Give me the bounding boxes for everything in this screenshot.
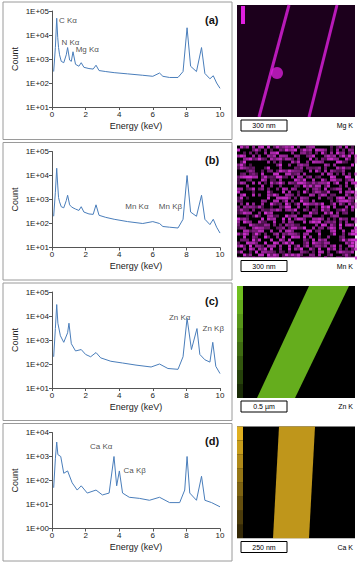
svg-text:0: 0	[50, 250, 55, 259]
svg-text:1E+01: 1E+01	[26, 103, 50, 112]
svg-text:6: 6	[151, 391, 156, 400]
svg-text:Count: Count	[10, 187, 20, 212]
svg-text:8: 8	[184, 531, 189, 540]
svg-text:1E+02: 1E+02	[26, 360, 50, 369]
svg-text:1E+03: 1E+03	[26, 195, 50, 204]
svg-text:1E+03: 1E+03	[26, 336, 50, 345]
svg-text:Energy (keV): Energy (keV)	[110, 121, 163, 131]
svg-text:6: 6	[151, 110, 156, 119]
svg-text:C Kα: C Kα	[59, 16, 77, 25]
svg-text:1E+03: 1E+03	[26, 452, 50, 461]
svg-text:1E+04: 1E+04	[26, 171, 50, 180]
svg-text:1E+05: 1E+05	[26, 7, 50, 16]
svg-text:2: 2	[83, 250, 88, 259]
svg-text:Ca Kβ: Ca Kβ	[124, 466, 147, 475]
svg-text:1E+05: 1E+05	[26, 288, 50, 297]
svg-text:1E+02: 1E+02	[26, 79, 50, 88]
svg-text:1E+00: 1E+00	[26, 524, 50, 533]
svg-text:1E+05: 1E+05	[26, 147, 50, 156]
svg-text:Mn Kβ: Mn Kβ	[159, 202, 183, 211]
svg-text:4: 4	[117, 250, 122, 259]
svg-text:Ca K: Ca K	[337, 544, 353, 551]
svg-text:Count: Count	[10, 468, 20, 493]
svg-text:0: 0	[50, 531, 55, 540]
svg-text:Ca Kα: Ca Kα	[90, 442, 113, 451]
svg-text:N Kα: N Kα	[61, 37, 80, 47]
svg-text:8: 8	[184, 110, 189, 119]
svg-text:10: 10	[216, 110, 225, 119]
svg-text:Zn Kβ: Zn Kβ	[203, 324, 225, 333]
svg-text:Zn Kα: Zn Kα	[168, 312, 191, 322]
svg-text:1E+01: 1E+01	[26, 500, 50, 509]
svg-text:Zn K: Zn K	[338, 403, 353, 410]
svg-text:1E+04: 1E+04	[26, 428, 50, 437]
svg-text:1E+01: 1E+01	[26, 243, 50, 252]
svg-text:1E+02: 1E+02	[26, 219, 50, 228]
svg-text:Count: Count	[10, 328, 20, 353]
svg-text:10: 10	[216, 531, 225, 540]
svg-text:1E+04: 1E+04	[26, 31, 50, 40]
svg-text:(d): (d)	[205, 435, 219, 447]
svg-text:1E+01: 1E+01	[26, 384, 50, 393]
svg-text:300 nm: 300 nm	[252, 263, 276, 270]
svg-text:250 nm: 250 nm	[252, 544, 276, 551]
svg-text:(a): (a)	[205, 14, 219, 26]
svg-text:0.5 µm: 0.5 µm	[253, 403, 275, 411]
svg-text:0: 0	[50, 391, 55, 400]
svg-text:4: 4	[117, 391, 122, 400]
svg-text:1E+02: 1E+02	[26, 476, 50, 485]
svg-text:2: 2	[83, 531, 88, 540]
svg-text:2: 2	[83, 110, 88, 119]
svg-text:1E+04: 1E+04	[26, 312, 50, 321]
svg-text:4: 4	[117, 110, 122, 119]
svg-text:Mg Kα: Mg Kα	[76, 45, 100, 54]
svg-text:Energy (keV): Energy (keV)	[110, 261, 163, 271]
svg-text:Mg K: Mg K	[337, 122, 354, 130]
svg-text:Energy (keV): Energy (keV)	[110, 542, 163, 552]
svg-text:4: 4	[117, 531, 122, 540]
svg-text:Count: Count	[10, 47, 20, 72]
svg-text:6: 6	[151, 250, 156, 259]
svg-text:10: 10	[216, 391, 225, 400]
svg-text:Mn K: Mn K	[337, 263, 354, 270]
svg-text:1E+03: 1E+03	[26, 55, 50, 64]
svg-text:2: 2	[83, 391, 88, 400]
svg-text:8: 8	[184, 391, 189, 400]
svg-text:(b): (b)	[205, 154, 219, 166]
svg-text:Mn Kα: Mn Kα	[125, 202, 149, 211]
svg-text:10: 10	[216, 250, 225, 259]
svg-text:300 nm: 300 nm	[252, 122, 276, 129]
svg-text:8: 8	[184, 250, 189, 259]
svg-text:(c): (c)	[205, 295, 219, 307]
svg-text:Energy (keV): Energy (keV)	[110, 402, 163, 412]
svg-text:0: 0	[50, 110, 55, 119]
svg-text:6: 6	[151, 531, 156, 540]
